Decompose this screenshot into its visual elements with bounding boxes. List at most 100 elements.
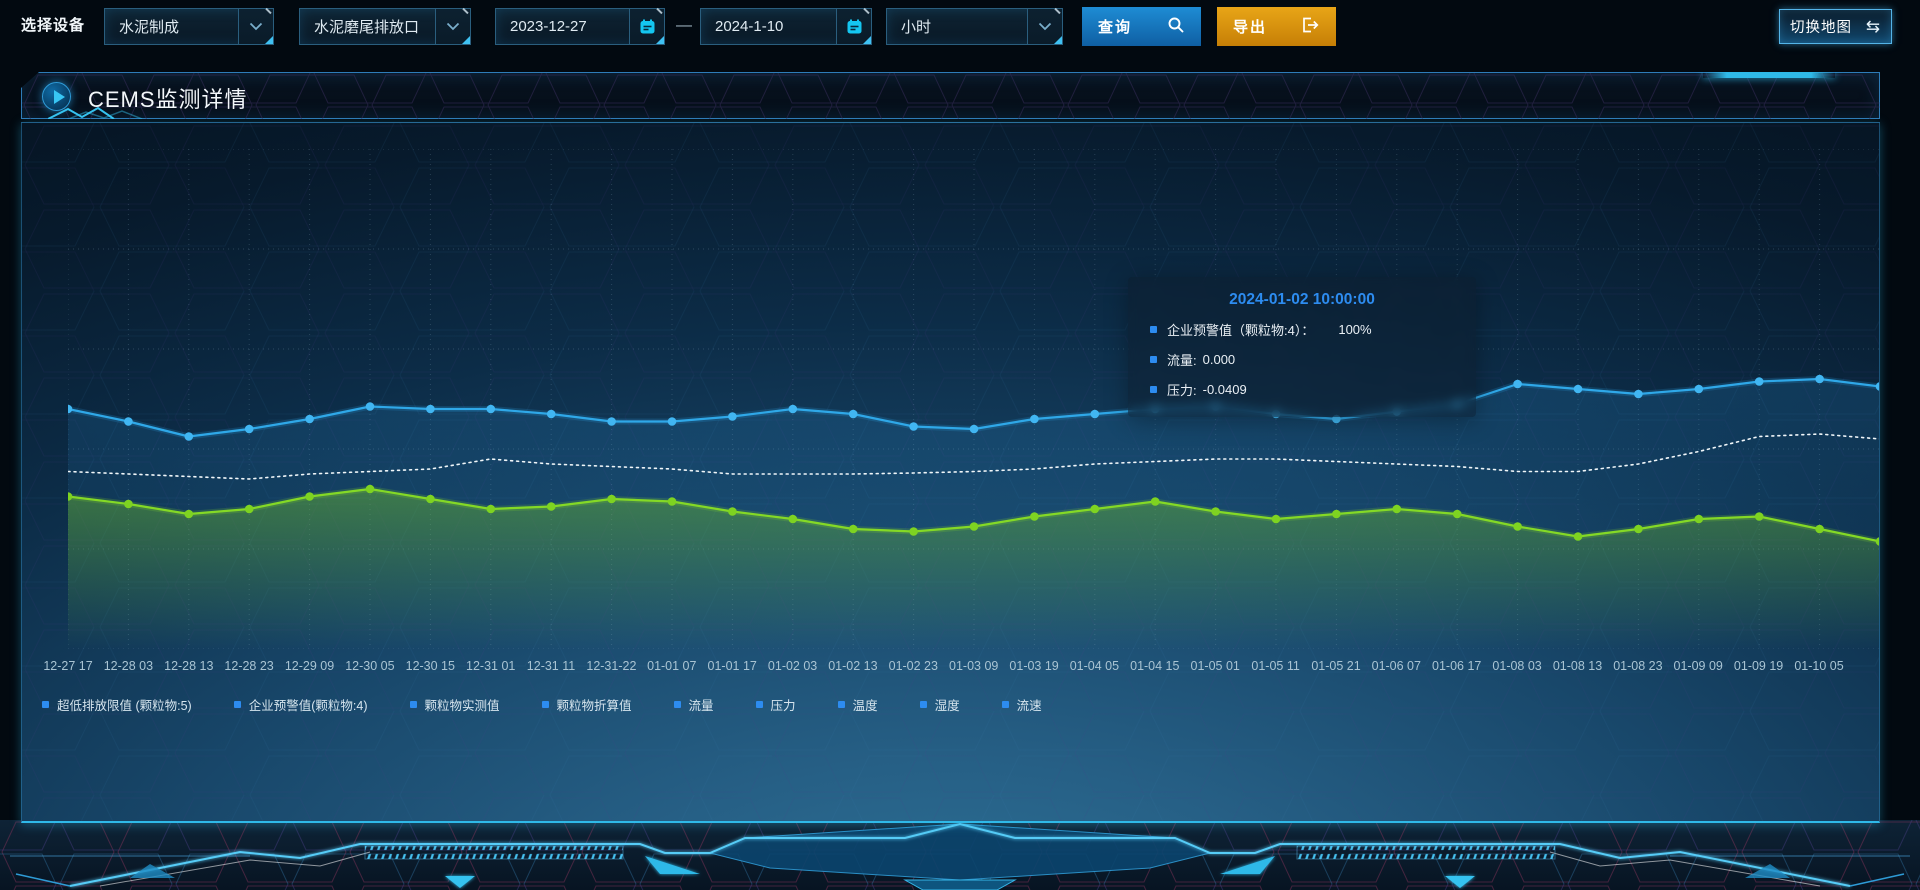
- tooltip-series-marker: [1150, 386, 1157, 393]
- green-solid-line-point[interactable]: [1090, 504, 1100, 514]
- green-solid-line-point[interactable]: [607, 494, 616, 504]
- green-solid-line-point[interactable]: [1271, 514, 1281, 524]
- green-solid-line-point[interactable]: [244, 504, 254, 514]
- chevron-down-icon[interactable]: [238, 9, 273, 44]
- blue-solid-line-point[interactable]: [1513, 379, 1522, 389]
- chevron-down-icon[interactable]: [1027, 9, 1062, 44]
- green-solid-line-point[interactable]: [667, 497, 677, 506]
- blue-solid-line-point[interactable]: [1815, 374, 1824, 384]
- legend-item[interactable]: 流量: [673, 695, 714, 714]
- blue-solid-line-point[interactable]: [486, 404, 496, 414]
- green-solid-line-point[interactable]: [788, 514, 798, 524]
- green-solid-line-point[interactable]: [124, 499, 133, 509]
- green-solid-line-point[interactable]: [426, 494, 435, 504]
- green-solid-line-point[interactable]: [1150, 497, 1160, 506]
- device-outlet-select[interactable]: 水泥磨尾排放口: [299, 8, 471, 45]
- green-solid-line-point[interactable]: [1694, 514, 1704, 524]
- interval-select[interactable]: 小时: [886, 8, 1063, 45]
- tooltip-row: 企业预警值（颗粒物:4）： 100%: [1150, 320, 1454, 339]
- legend-label: 颗粒物折算值: [556, 699, 632, 713]
- green-solid-line-point[interactable]: [1573, 532, 1583, 541]
- chevron-down-icon[interactable]: [435, 9, 470, 44]
- blue-solid-line-point[interactable]: [1634, 389, 1643, 399]
- legend-item[interactable]: 湿度: [919, 695, 960, 714]
- green-solid-line-point[interactable]: [1513, 522, 1522, 531]
- green-solid-line-point[interactable]: [1030, 512, 1039, 521]
- blue-solid-line-point[interactable]: [365, 402, 375, 411]
- blue-solid-line-point[interactable]: [1875, 382, 1880, 391]
- x-axis-label: 01-08 13: [1552, 659, 1603, 673]
- legend-item[interactable]: 颗粒物实测值: [409, 695, 500, 714]
- tooltip-row-value: 0.000: [1202, 352, 1236, 367]
- tooltip-row-label: 流量:: [1167, 353, 1197, 368]
- green-solid-line-point[interactable]: [909, 527, 918, 536]
- blue-solid-line-point[interactable]: [184, 432, 194, 441]
- green-solid-line-point[interactable]: [1211, 507, 1220, 516]
- end-date-value: 2024-1-10: [715, 18, 784, 35]
- export-button[interactable]: 导出: [1217, 7, 1336, 46]
- blue-solid-line-point[interactable]: [1694, 384, 1704, 394]
- legend-item[interactable]: 压力: [755, 695, 796, 714]
- device-category-select[interactable]: 水泥制成: [104, 8, 274, 45]
- blue-solid-line-point[interactable]: [788, 404, 798, 414]
- calendar-icon[interactable]: [629, 9, 664, 44]
- cems-line-chart[interactable]: [68, 149, 1880, 649]
- start-date-picker[interactable]: 2023-12-27: [495, 8, 665, 45]
- blue-solid-line-point[interactable]: [546, 409, 556, 419]
- green-solid-line-point[interactable]: [969, 522, 979, 531]
- legend-marker-icon: [409, 701, 417, 708]
- switch-map-button[interactable]: 切换地图 ⇆: [1779, 9, 1892, 44]
- green-solid-line-point[interactable]: [1392, 504, 1402, 514]
- blue-solid-line-point[interactable]: [1090, 409, 1100, 419]
- x-axis-label: 01-09 09: [1673, 659, 1723, 673]
- blue-solid-line-point[interactable]: [728, 412, 737, 421]
- legend-label: 温度: [852, 699, 878, 713]
- green-solid-line-point[interactable]: [365, 484, 375, 494]
- blue-solid-line-point[interactable]: [607, 417, 616, 426]
- blue-solid-line-point[interactable]: [1573, 384, 1583, 394]
- legend-label: 超低排放限值 (颗粒物:5): [57, 699, 192, 713]
- green-solid-line-point[interactable]: [1754, 512, 1764, 521]
- x-axis-label: 01-01 17: [707, 659, 757, 673]
- blue-solid-line-point[interactable]: [1030, 414, 1039, 424]
- blue-solid-line-point[interactable]: [969, 424, 979, 434]
- green-solid-line-point[interactable]: [1332, 509, 1341, 519]
- green-solid-line-point[interactable]: [728, 507, 737, 516]
- legend-label: 企业预警值(颗粒物:4): [248, 699, 368, 713]
- green-solid-line-point[interactable]: [68, 492, 73, 501]
- query-button[interactable]: 查询: [1082, 7, 1201, 46]
- blue-solid-line-point[interactable]: [848, 409, 858, 419]
- blue-solid-line-point[interactable]: [667, 417, 677, 426]
- legend-item[interactable]: 颗粒物折算值: [541, 695, 632, 714]
- legend-label: 颗粒物实测值: [424, 699, 500, 713]
- blue-solid-line-point[interactable]: [426, 404, 435, 414]
- green-solid-line-point[interactable]: [305, 492, 314, 501]
- green-solid-line-point[interactable]: [1452, 509, 1462, 519]
- legend-item[interactable]: 超低排放限值 (颗粒物:5): [42, 695, 192, 714]
- x-axis-label: 01-05 01: [1190, 659, 1240, 673]
- green-solid-line-point[interactable]: [1815, 524, 1824, 534]
- x-axis-label: 01-02 23: [888, 659, 938, 673]
- blue-solid-line-point[interactable]: [244, 424, 254, 434]
- green-solid-line-point[interactable]: [546, 502, 556, 511]
- legend-item[interactable]: 企业预警值(颗粒物:4): [233, 695, 368, 714]
- export-button-label: 导出: [1233, 19, 1268, 36]
- blue-solid-line-point[interactable]: [124, 417, 133, 426]
- legend-item[interactable]: 温度: [837, 695, 878, 714]
- calendar-icon[interactable]: [836, 9, 871, 44]
- legend-item[interactable]: 流速: [1001, 695, 1042, 714]
- device-category-value: 水泥制成: [119, 19, 180, 36]
- tooltip-series-marker: [1150, 326, 1157, 333]
- search-icon: [1167, 16, 1185, 38]
- green-solid-line-point[interactable]: [486, 504, 496, 514]
- blue-solid-line-point[interactable]: [68, 404, 73, 414]
- blue-solid-line-point[interactable]: [305, 414, 314, 424]
- end-date-picker[interactable]: 2024-1-10: [700, 8, 872, 45]
- green-solid-line-point[interactable]: [1634, 524, 1643, 534]
- green-solid-line-point[interactable]: [848, 524, 858, 534]
- blue-solid-line-point[interactable]: [1754, 377, 1764, 386]
- cems-header-panel: CEMS监测详情: [21, 72, 1880, 119]
- green-solid-line-point[interactable]: [184, 509, 194, 519]
- green-solid-line-point[interactable]: [1875, 537, 1880, 546]
- blue-solid-line-point[interactable]: [909, 422, 918, 431]
